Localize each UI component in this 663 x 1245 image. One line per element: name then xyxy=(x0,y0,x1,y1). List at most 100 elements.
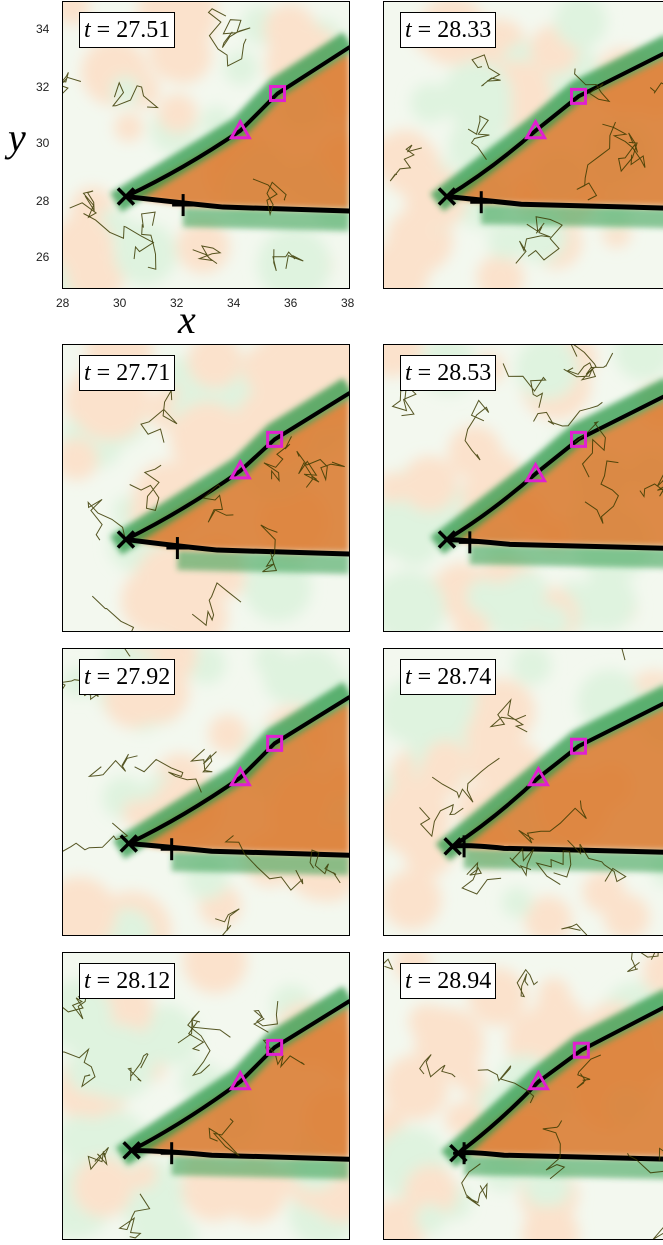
contour-line xyxy=(221,19,251,48)
recovery-band-lower xyxy=(177,550,349,575)
field-blob xyxy=(183,953,248,994)
plus-marker xyxy=(470,191,493,214)
contour-line xyxy=(141,211,157,270)
contour-line xyxy=(567,839,627,883)
contour-line xyxy=(118,1193,151,1239)
field-blob xyxy=(63,876,117,935)
recovery-band xyxy=(110,378,349,555)
field-blob xyxy=(263,653,314,704)
field-blob xyxy=(511,649,552,685)
recovery-band xyxy=(115,986,349,1166)
contour-line xyxy=(391,384,417,417)
y-tick-label: 30 xyxy=(36,136,50,150)
contour-line xyxy=(516,968,539,998)
field-blob xyxy=(384,472,408,503)
plus-marker xyxy=(453,835,476,858)
field-blob xyxy=(63,214,114,275)
field-blob xyxy=(194,1186,224,1216)
field-map xyxy=(63,649,349,935)
excited-region xyxy=(446,59,663,207)
field-blob xyxy=(487,222,525,260)
field-blob xyxy=(208,714,247,754)
recovery-band-lower xyxy=(463,1155,663,1180)
contour-line xyxy=(617,132,638,173)
contour-line xyxy=(657,480,663,491)
square-marker xyxy=(569,737,587,755)
contour-line xyxy=(63,72,82,94)
field-blob xyxy=(170,402,246,478)
field-blob xyxy=(614,345,663,381)
contour-line xyxy=(533,401,603,427)
contour-line xyxy=(192,245,222,265)
field-blob xyxy=(187,345,243,388)
recovery-band xyxy=(440,989,663,1168)
contour-line xyxy=(526,216,563,261)
field-blob xyxy=(424,740,468,784)
contour-line xyxy=(140,388,178,443)
contour-line xyxy=(576,1054,601,1089)
time-label: t = 27.92 xyxy=(79,659,176,695)
field-blob xyxy=(384,136,406,174)
contour-line xyxy=(502,363,547,408)
recovery-band xyxy=(110,32,349,212)
plus-marker xyxy=(453,1142,476,1165)
square-marker xyxy=(266,734,284,752)
contour-line xyxy=(535,850,572,886)
contour-line xyxy=(649,82,663,94)
x-tick-label: 38 xyxy=(341,296,355,310)
contour-line xyxy=(574,421,606,478)
contour-line xyxy=(208,1118,240,1157)
field-blob xyxy=(401,456,458,512)
field-map xyxy=(384,2,663,288)
plus-marker xyxy=(160,838,183,861)
lower-wavefront xyxy=(126,840,349,858)
triangle-marker xyxy=(524,118,548,140)
time-label: t = 28.33 xyxy=(400,12,497,48)
contour-line xyxy=(652,1227,663,1239)
plus-marker xyxy=(172,194,195,217)
contour-line xyxy=(627,1147,663,1174)
plus-marker xyxy=(166,537,189,560)
upper-wavefront xyxy=(126,695,349,846)
field-blob xyxy=(264,3,316,55)
triangle-marker xyxy=(228,458,252,480)
field-blob xyxy=(113,222,177,286)
x-tick-label: 32 xyxy=(170,296,184,310)
contour-line xyxy=(461,1163,488,1207)
contour-line xyxy=(191,582,242,627)
x-tick-label: 28 xyxy=(56,296,70,310)
contour-line xyxy=(63,1047,96,1088)
lower-wavefront xyxy=(123,536,349,557)
recovery-band-lower xyxy=(182,207,349,232)
contour-line xyxy=(576,121,616,201)
field-blob xyxy=(114,112,144,142)
y-tick-label: 26 xyxy=(36,250,50,264)
square-marker xyxy=(569,430,587,448)
triangle-marker xyxy=(526,765,551,787)
contour-line xyxy=(252,178,287,217)
x-marker xyxy=(122,1141,141,1160)
upper-wavefront xyxy=(123,391,349,542)
recovery-band xyxy=(112,682,349,859)
contour-line xyxy=(187,1019,231,1052)
y-tick-label: 32 xyxy=(36,80,50,94)
contour-line xyxy=(253,1001,279,1033)
contour-line xyxy=(296,450,345,482)
field-blob xyxy=(603,894,650,935)
triangle-marker xyxy=(228,118,252,140)
field-blob xyxy=(642,953,663,997)
time-label: t = 28.53 xyxy=(400,355,497,391)
field-blob xyxy=(410,83,450,123)
field-blob xyxy=(524,896,572,935)
contour-line xyxy=(177,1010,211,1077)
contour-line xyxy=(627,953,659,973)
contour-line xyxy=(384,958,394,970)
x-tick-label: 36 xyxy=(284,296,298,310)
contour-line xyxy=(91,595,135,631)
time-label: t = 28.74 xyxy=(400,659,497,695)
upper-wavefront xyxy=(123,45,349,199)
contour-line xyxy=(189,748,217,773)
plus-marker xyxy=(160,1142,183,1165)
contour-line xyxy=(298,460,320,488)
field-blob xyxy=(384,870,442,930)
